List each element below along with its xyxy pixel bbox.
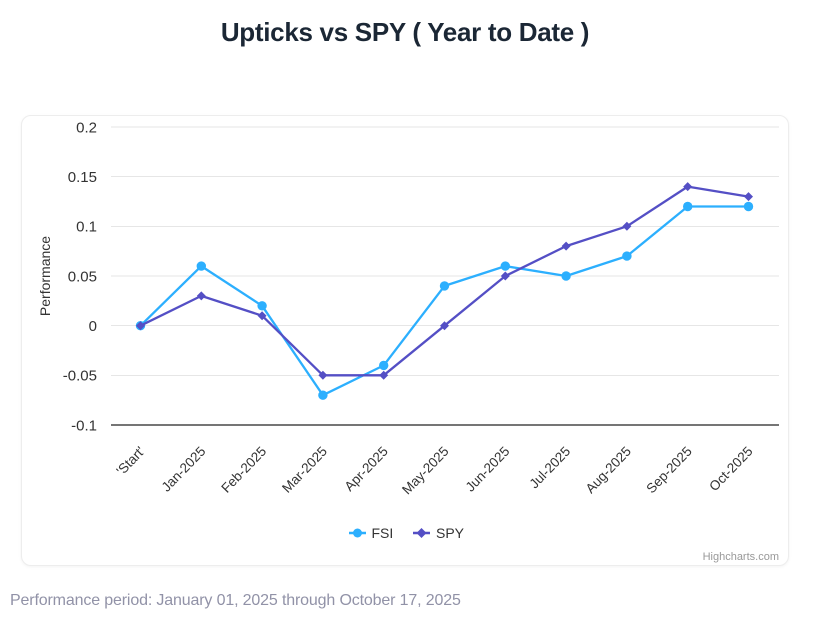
svg-text:Oct-2025: Oct-2025 (706, 444, 755, 494)
svg-text:0.15: 0.15 (68, 169, 97, 186)
svg-text:May-2025: May-2025 (399, 444, 452, 498)
svg-text:-0.1: -0.1 (71, 417, 97, 434)
svg-text:Apr-2025: Apr-2025 (341, 444, 390, 494)
svg-text:-0.05: -0.05 (63, 368, 97, 385)
svg-text:Jan-2025: Jan-2025 (159, 444, 209, 495)
svg-text:0: 0 (89, 318, 97, 335)
svg-text:Jun-2025: Jun-2025 (463, 444, 513, 495)
svg-text:'Start': 'Start' (113, 444, 147, 479)
svg-text:0.05: 0.05 (68, 268, 97, 285)
svg-text:Feb-2025: Feb-2025 (218, 444, 269, 496)
svg-text:Jul-2025: Jul-2025 (526, 444, 573, 492)
svg-text:Mar-2025: Mar-2025 (279, 444, 330, 496)
svg-text:0.1: 0.1 (76, 219, 97, 236)
svg-text:0.2: 0.2 (76, 119, 97, 136)
svg-text:SPY: SPY (436, 525, 465, 541)
svg-text:FSI: FSI (372, 525, 394, 541)
svg-text:Highcharts.com: Highcharts.com (703, 551, 779, 563)
svg-text:Sep-2025: Sep-2025 (643, 444, 694, 497)
svg-text:Aug-2025: Aug-2025 (583, 444, 634, 497)
svg-text:Performance: Performance (37, 236, 53, 316)
